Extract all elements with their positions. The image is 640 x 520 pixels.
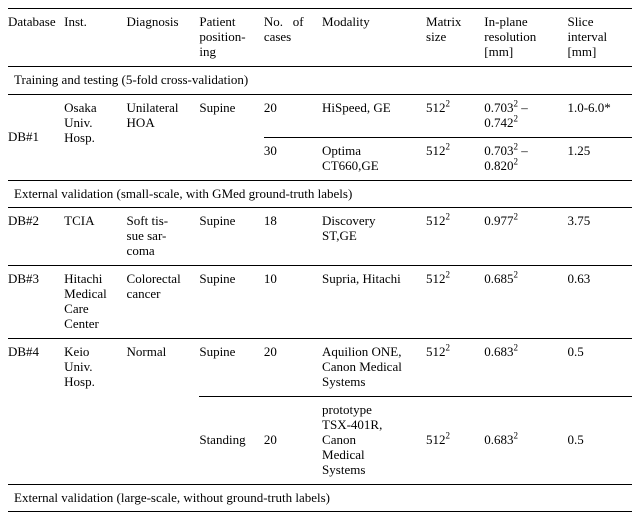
col-database: Database <box>8 9 64 67</box>
cell-slice: 0.63 <box>567 266 632 339</box>
cell-matrix: 5122 <box>426 94 484 137</box>
cell-inst: Osaka Univ. Hosp. <box>64 94 126 180</box>
cell-matrix: 5122 <box>426 137 484 180</box>
cell-slice: 0.5 <box>567 396 632 484</box>
col-resolution: In-plane resolution [mm] <box>484 9 567 67</box>
cell-slice: 1.0-6.0* <box>567 94 632 137</box>
cell-database: DB#4 <box>8 339 64 485</box>
cell-slice: 0.5 <box>567 339 632 397</box>
table-row: DB#3 Hitachi Medical Care Center Colorec… <box>8 266 632 339</box>
cell-database: DB#2 <box>8 208 64 266</box>
cell-resolution: 0.6832 <box>484 396 567 484</box>
cell-modality: prototype TSX-401R, Canon Medical System… <box>322 396 426 484</box>
cell-slice: 3.75 <box>567 208 632 266</box>
cell-matrix: 5122 <box>426 208 484 266</box>
cell-matrix: 5122 <box>426 266 484 339</box>
cell-diagnosis: Normal <box>127 339 200 485</box>
cell-modality: Discovery ST,GE <box>322 208 426 266</box>
cell-resolution: 0.6852 <box>484 266 567 339</box>
header-row: Database Inst. Diagnosis Patient positio… <box>8 9 632 67</box>
cell-resolution: 0.7032 – 0.7422 <box>484 94 567 137</box>
cell-positioning: Standing <box>199 396 263 484</box>
data-table: Database Inst. Diagnosis Patient positio… <box>8 8 632 512</box>
cell-positioning: Supine <box>199 208 263 266</box>
col-positioning: Patient position- ing <box>199 9 263 67</box>
cell-modality: HiSpeed, GE <box>322 94 426 137</box>
table-row: DB#2 TCIA Soft tis- sue sar- coma Supine… <box>8 208 632 266</box>
cell-cases: 20 <box>264 94 322 137</box>
cell-database: DB#1 <box>8 94 64 180</box>
section-label: Training and testing (5-fold cross-valid… <box>8 66 632 94</box>
cell-cases: 20 <box>264 339 322 397</box>
col-matrix: Matrix size <box>426 9 484 67</box>
table-container: Database Inst. Diagnosis Patient positio… <box>0 0 640 520</box>
cell-diagnosis: Soft tis- sue sar- coma <box>127 208 200 266</box>
cell-modality: Optima CT660,GE <box>322 137 426 180</box>
col-slice: Slice interval [mm] <box>567 9 632 67</box>
col-diagnosis: Diagnosis <box>127 9 200 67</box>
col-cases: No. of cases <box>264 9 322 67</box>
cell-resolution: 0.9772 <box>484 208 567 266</box>
cell-cases: 18 <box>264 208 322 266</box>
cell-diagnosis: Unilateral HOA <box>127 94 200 180</box>
cell-inst: TCIA <box>64 208 126 266</box>
col-inst: Inst. <box>64 9 126 67</box>
cell-modality: Aquilion ONE, Canon Medical Systems <box>322 339 426 397</box>
cell-resolution: 0.6832 <box>484 339 567 397</box>
cell-resolution: 0.7032 – 0.8202 <box>484 137 567 180</box>
cell-cases: 30 <box>264 137 322 180</box>
cell-modality: Supria, Hitachi <box>322 266 426 339</box>
cell-positioning: Supine <box>199 339 263 397</box>
col-modality: Modality <box>322 9 426 67</box>
cell-cases: 20 <box>264 396 322 484</box>
cell-matrix: 5122 <box>426 396 484 484</box>
table-row: DB#4 Keio Univ. Hosp. Normal Supine 20 A… <box>8 339 632 397</box>
cell-diagnosis: Colorectal cancer <box>127 266 200 339</box>
section-external-small: External validation (small-scale, with G… <box>8 180 632 208</box>
cell-inst: Hitachi Medical Care Center <box>64 266 126 339</box>
cell-positioning: Supine <box>199 266 263 339</box>
cell-positioning: Supine <box>199 94 263 180</box>
cell-cases: 10 <box>264 266 322 339</box>
table-row: DB#1 Osaka Univ. Hosp. Unilateral HOA Su… <box>8 94 632 137</box>
section-label: External validation (small-scale, with G… <box>8 180 632 208</box>
cell-slice: 1.25 <box>567 137 632 180</box>
section-training: Training and testing (5-fold cross-valid… <box>8 66 632 94</box>
cell-matrix: 5122 <box>426 339 484 397</box>
cell-database: DB#3 <box>8 266 64 339</box>
cell-inst: Keio Univ. Hosp. <box>64 339 126 485</box>
